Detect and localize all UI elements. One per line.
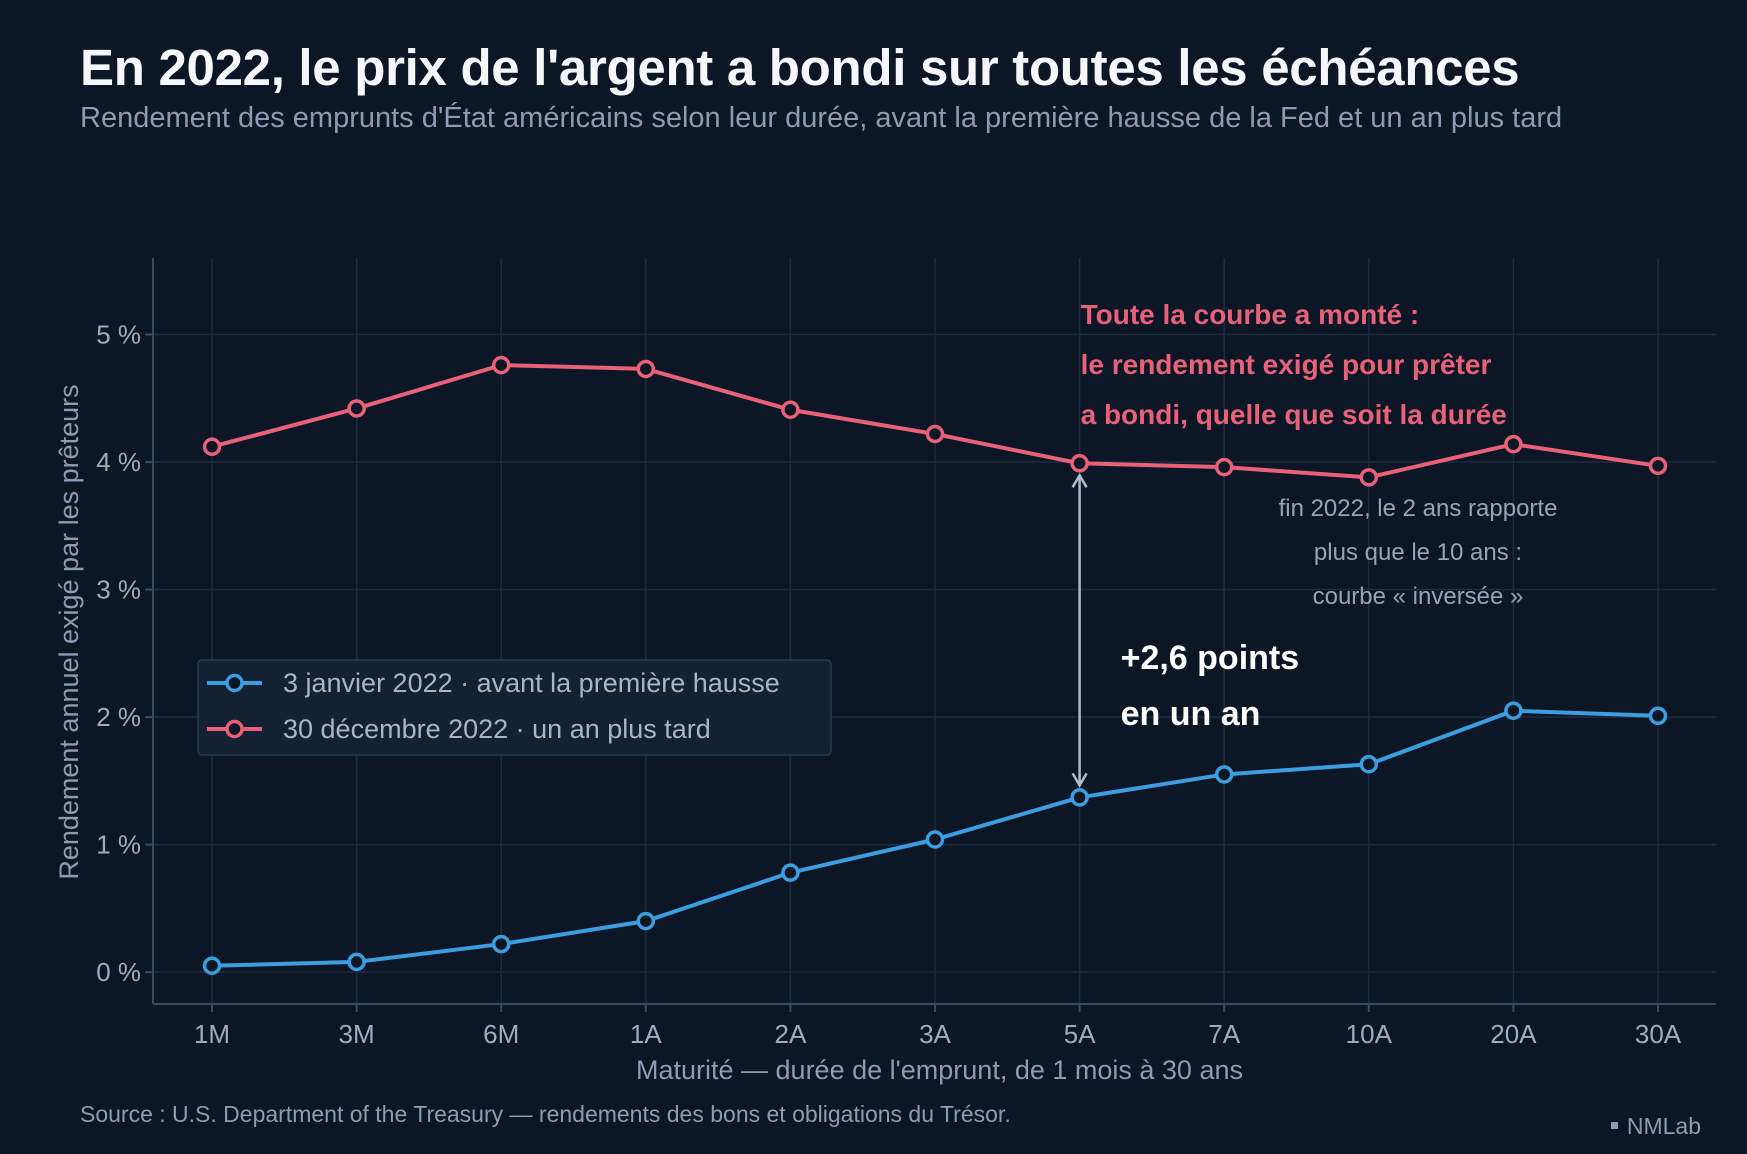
x-tick-label: 30A: [1635, 1019, 1682, 1049]
legend-swatch-marker: [225, 673, 244, 693]
data-point: [925, 830, 945, 849]
data-point: [1070, 454, 1089, 473]
x-tick-label: 3A: [919, 1019, 951, 1049]
y-tick-label: 4 %: [96, 447, 141, 477]
headline-annotation-line: Toute la courbe a monté :: [1081, 299, 1420, 330]
data-point: [347, 399, 366, 418]
data-point: [1504, 434, 1523, 454]
data-point: [202, 437, 222, 456]
data-point: [636, 911, 656, 931]
brand-mark: NMLab: [1610, 1113, 1701, 1140]
data-point: [1359, 468, 1379, 487]
data-point: [1648, 456, 1668, 476]
x-tick-label: 1A: [630, 1019, 662, 1049]
x-axis-title: Maturité — durée de l'emprunt, de 1 mois…: [636, 1055, 1243, 1085]
y-tick-label: 5 %: [96, 320, 141, 350]
data-point: [347, 952, 366, 972]
inversion-annotation-line: plus que le 10 ans :: [1314, 539, 1522, 566]
axes: 0 % 1 % 2 % 3 % 4 % 5 % 1M 3M 6M 1A 2A 3A 5A 7A 10A 20A…: [54, 258, 1716, 1085]
legend-entry-label: 30 décembre 2022 · un an plus tard: [283, 714, 711, 744]
brand-label: NMLab: [1626, 1113, 1701, 1139]
legend: 3 janvier 2022 · avant la première hauss…: [197, 659, 832, 756]
data-point: [1214, 457, 1234, 477]
x-tick-label: 7A: [1208, 1019, 1240, 1049]
data-point: [1504, 701, 1523, 720]
delta-arrow-head-up: [1071, 472, 1088, 488]
headline-annotation-line: le rendement exigé pour prêter: [1081, 349, 1492, 380]
data-point: [1214, 765, 1234, 784]
delta-annotation-line: +2,6 points: [1121, 639, 1300, 677]
data-point: [491, 934, 511, 954]
delta-annotation-line: en un an: [1121, 695, 1261, 733]
legend-swatch-marker: [225, 719, 244, 739]
y-tick-label: 1 %: [96, 830, 141, 860]
legend-box: [197, 659, 832, 756]
headline-annotation-line: a bondi, quelle que soit la durée: [1081, 399, 1507, 430]
x-tick-label: 6M: [483, 1019, 519, 1049]
annotations: +2,6 points en un an Toute la courbe a mon…: [1071, 299, 1558, 788]
x-tick-label: 5A: [1064, 1019, 1096, 1049]
x-tick-label: 2A: [774, 1019, 806, 1049]
data-point: [636, 359, 656, 379]
y-tick-label: 0 %: [96, 957, 141, 987]
x-tick-label: 10A: [1346, 1019, 1393, 1049]
brand-square-icon: [1610, 1122, 1618, 1130]
source-note: Source : U.S. Department of the Treasury…: [80, 1101, 1011, 1127]
data-point: [1359, 755, 1379, 774]
data-point: [1070, 788, 1089, 807]
y-axis-title: Rendement annuel exigé par les prêteurs: [54, 384, 84, 879]
inversion-annotation-line: fin 2022, le 2 ans rapporte: [1279, 495, 1558, 522]
data-point: [925, 424, 945, 444]
series: [202, 355, 1668, 975]
y-tick-label: 2 %: [96, 702, 141, 732]
data-point: [781, 400, 800, 420]
x-tick-label: 1M: [194, 1019, 230, 1049]
data-point: [202, 956, 222, 975]
inversion-annotation-line: courbe « inversée »: [1313, 583, 1524, 610]
data-point: [1648, 706, 1668, 726]
data-point: [491, 355, 511, 375]
x-tick-label: 3M: [339, 1019, 375, 1049]
y-tick-label: 3 %: [96, 575, 141, 605]
delta-arrow-head-down: [1071, 772, 1088, 788]
chart-title: En 2022, le prix de l'argent a bondi sur…: [80, 39, 1520, 96]
chart-subtitle: Rendement des emprunts d'État américains…: [80, 102, 1563, 134]
legend-entry-label: 3 janvier 2022 · avant la première hauss…: [283, 668, 780, 698]
data-point: [781, 863, 800, 882]
x-tick-label: 20A: [1490, 1019, 1537, 1049]
